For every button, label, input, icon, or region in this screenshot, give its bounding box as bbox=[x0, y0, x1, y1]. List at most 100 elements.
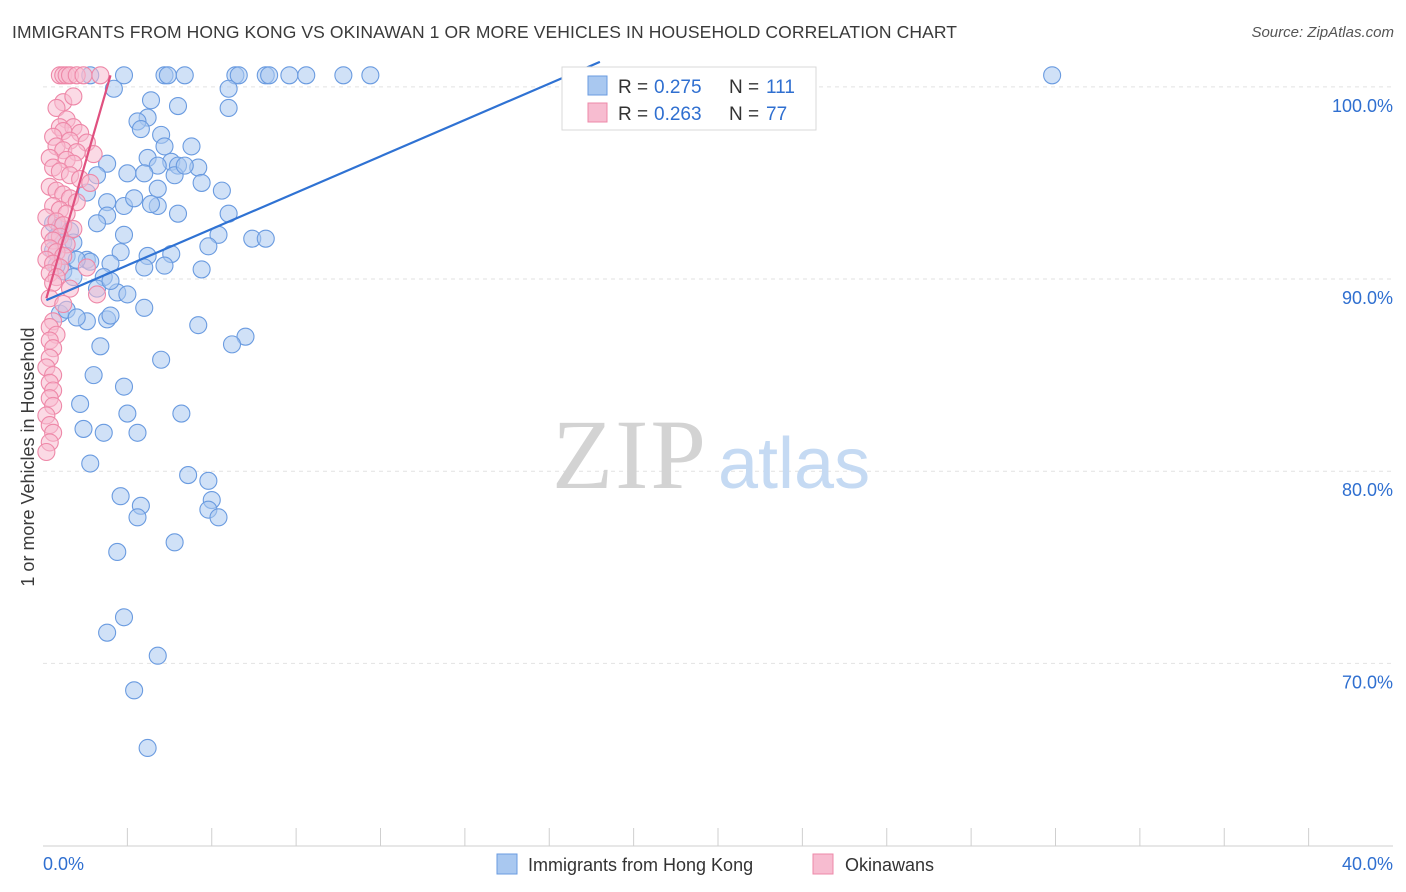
hong-kong-point-110 bbox=[125, 189, 144, 208]
okinawan-point-5 bbox=[74, 66, 93, 85]
hong-kong-point-18 bbox=[219, 98, 238, 118]
chart-title: IMMIGRANTS FROM HONG KONG VS OKINAWAN 1 … bbox=[12, 22, 958, 42]
hong-kong-point-6 bbox=[229, 66, 248, 85]
okinawan-point-76 bbox=[37, 442, 56, 462]
okinawan-point-6 bbox=[91, 66, 110, 85]
hong-kong-point-42 bbox=[87, 214, 107, 233]
correlation-legend: R = 0.275 N = 111 R = 0.263 N = 77 bbox=[561, 66, 817, 131]
hong-kong-point-108 bbox=[175, 156, 194, 175]
hong-kong-point-65 bbox=[67, 308, 86, 327]
hong-kong-point-82 bbox=[209, 508, 228, 527]
hong-kong-point-34 bbox=[148, 179, 167, 198]
watermark-atlas: atlas bbox=[718, 424, 870, 504]
hong-kong-point-79 bbox=[199, 471, 218, 490]
hong-kong-point-107 bbox=[131, 120, 150, 139]
legend-r-value-blue: 0.275 bbox=[654, 77, 702, 98]
y-tick-label-2: 80.0% bbox=[1342, 480, 1393, 500]
hong-kong-point-3 bbox=[158, 66, 177, 85]
legend-r-label-blue: R = bbox=[618, 77, 648, 98]
gridlines bbox=[43, 86, 1393, 664]
hong-kong-point-87 bbox=[81, 454, 100, 473]
x-tick-label-40: 40.0% bbox=[1342, 854, 1393, 874]
legend-n-value-pink: 77 bbox=[766, 104, 787, 125]
okinawan-point-8 bbox=[64, 87, 83, 106]
hong-kong-point-30 bbox=[118, 164, 137, 183]
okinawan-point-9 bbox=[47, 98, 66, 118]
hong-kong-point-84 bbox=[74, 419, 93, 438]
legend-label-okinawans: Okinawans bbox=[845, 855, 934, 875]
legend-n-label-blue: N = bbox=[729, 77, 759, 98]
legend-swatch-pink bbox=[587, 102, 608, 123]
hong-kong-point-12 bbox=[361, 66, 380, 85]
source-credit: Source: ZipAtlas.com bbox=[1251, 24, 1394, 41]
hong-kong-point-76 bbox=[172, 404, 191, 423]
hong-kong-trend-line bbox=[45, 60, 601, 302]
hong-kong-point-39 bbox=[168, 204, 188, 223]
okinawan-point-57 bbox=[87, 285, 107, 304]
x-axis-ticks bbox=[126, 828, 1310, 846]
y-axis-tick-labels: 100.0% 90.0% 80.0% 70.0% bbox=[1332, 96, 1393, 693]
okinawan-point-41 bbox=[64, 220, 83, 239]
hong-kong-point-90 bbox=[128, 508, 147, 527]
legend-swatch-okinawans bbox=[812, 853, 834, 875]
hong-kong-point-43 bbox=[114, 225, 134, 244]
hong-kong-point-47 bbox=[111, 243, 130, 262]
hong-kong-point-77 bbox=[128, 423, 147, 442]
hong-kong-point-16 bbox=[141, 91, 161, 110]
hong-kong-point-113 bbox=[199, 237, 218, 256]
hong-kong-point-35 bbox=[212, 181, 231, 200]
hong-kong-point-114 bbox=[155, 256, 174, 275]
hong-kong-point-22 bbox=[155, 137, 174, 156]
okinawan-point-56 bbox=[60, 279, 80, 298]
legend-r-value-pink: 0.263 bbox=[654, 104, 702, 125]
hong-kong-point-46 bbox=[256, 229, 275, 248]
x-tick-label-0: 0.0% bbox=[43, 854, 84, 874]
legend-swatch-hong-kong bbox=[496, 853, 518, 875]
legend-label-hong-kong: Immigrants from Hong Kong bbox=[528, 855, 753, 875]
hong-kong-point-31 bbox=[135, 164, 154, 183]
hong-kong-point-86 bbox=[94, 423, 113, 442]
hong-kong-point-4 bbox=[175, 66, 194, 85]
hong-kong-point-17 bbox=[168, 96, 188, 116]
hong-kong-point-96 bbox=[138, 738, 157, 758]
hong-kong-point-72 bbox=[152, 350, 171, 369]
hong-kong-point-78 bbox=[179, 466, 198, 485]
hong-kong-point-71 bbox=[91, 337, 110, 356]
hong-kong-point-11 bbox=[334, 66, 353, 85]
hong-kong-point-66 bbox=[135, 298, 154, 317]
legend-r-label-pink: R = bbox=[618, 104, 648, 125]
hong-kong-point-83 bbox=[165, 533, 184, 552]
hong-kong-point-26 bbox=[98, 154, 117, 173]
hong-kong-point-67 bbox=[189, 316, 208, 335]
hong-kong-point-91 bbox=[108, 542, 127, 561]
hong-kong-point-54 bbox=[192, 260, 211, 279]
okinawan-point-52 bbox=[77, 258, 96, 277]
hong-kong-point-112 bbox=[141, 195, 161, 214]
hong-kong-point-8 bbox=[260, 66, 279, 85]
scatter-points bbox=[37, 66, 1062, 758]
hong-kong-point-15 bbox=[219, 79, 238, 98]
legend-swatch-blue bbox=[587, 75, 608, 96]
hong-kong-point-60 bbox=[118, 285, 137, 304]
hong-kong-point-94 bbox=[148, 646, 167, 665]
hong-kong-point-9 bbox=[280, 66, 299, 85]
hong-kong-point-73 bbox=[84, 366, 103, 385]
hong-kong-point-10 bbox=[297, 66, 316, 85]
hong-kong-point-92 bbox=[114, 608, 134, 627]
hong-kong-point-95 bbox=[125, 681, 144, 700]
hong-kong-point-85 bbox=[118, 404, 137, 423]
okinawan-point-29 bbox=[81, 173, 100, 192]
watermark-zip: ZIP bbox=[552, 399, 708, 510]
hong-kong-point-88 bbox=[111, 487, 130, 506]
hong-kong-point-14 bbox=[104, 79, 123, 98]
legend-n-value-blue: 111 bbox=[766, 77, 795, 98]
hong-kong-point-93 bbox=[98, 623, 117, 642]
hong-kong-point-1 bbox=[114, 66, 134, 85]
series-legend: Immigrants from Hong Kong Okinawans bbox=[496, 853, 934, 875]
y-axis-label: 1 or more Vehicles in Household bbox=[18, 327, 38, 586]
hong-kong-point-23 bbox=[182, 137, 201, 156]
hong-kong-point-75 bbox=[71, 394, 90, 414]
y-tick-label-1: 90.0% bbox=[1342, 288, 1393, 308]
hong-kong-point-69 bbox=[222, 335, 242, 354]
